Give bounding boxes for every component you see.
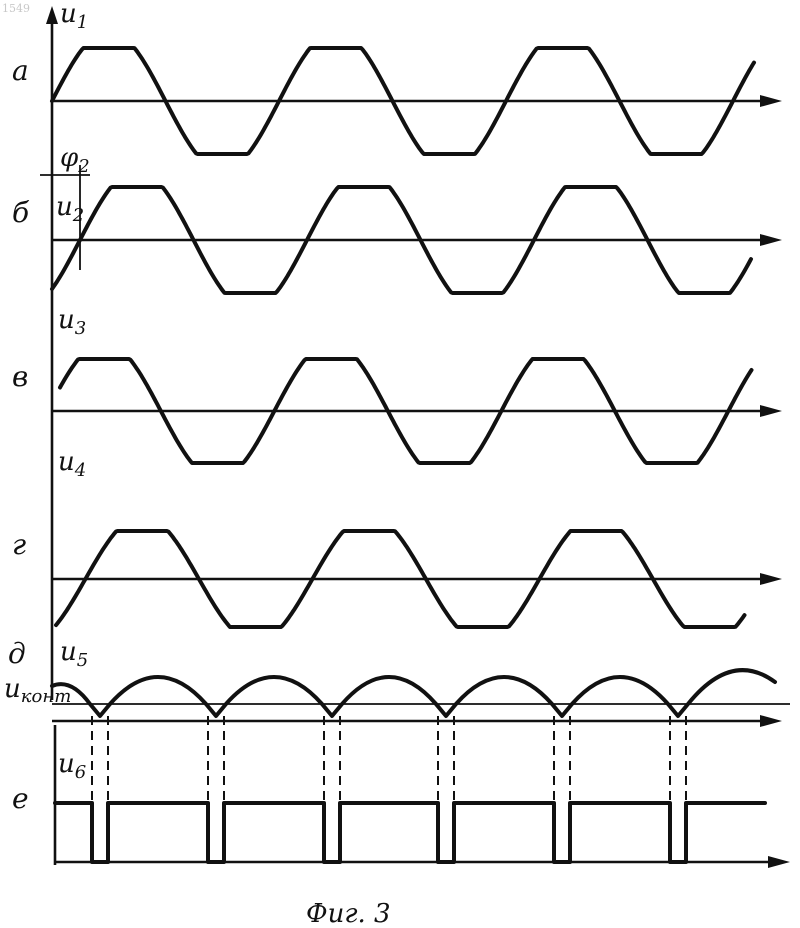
axis-row-a-arrow	[760, 95, 782, 107]
axis-row-g-arrow	[760, 573, 782, 585]
signal-label-u5: u5	[60, 637, 88, 671]
figure-caption: Фиг. 3	[306, 899, 391, 928]
threshold-label: uконт	[4, 674, 71, 707]
waveform-layer	[52, 48, 790, 868]
phase-label-phi2: φ2	[60, 143, 90, 177]
row-letter-a: а	[12, 54, 29, 87]
vertical-axis-arrow	[46, 6, 58, 24]
row-letter-v: в	[12, 360, 28, 393]
signal-label-u6: u6	[58, 749, 86, 783]
waveform-u6	[55, 803, 765, 862]
axis-row-d-arrow	[760, 715, 782, 727]
row-letter-d: д	[8, 637, 26, 670]
waveform-u5	[52, 670, 775, 716]
axis-row-b-arrow	[760, 234, 782, 246]
document-number: 1549	[2, 2, 30, 15]
row-letter-g: г	[12, 528, 26, 561]
row-letter-b: б	[12, 196, 30, 229]
signal-label-u1: u1	[60, 0, 88, 33]
signal-label-u4: u4	[58, 447, 86, 481]
signal-label-u3: u3	[58, 305, 86, 339]
axis-row-e-arrow	[768, 856, 790, 868]
row-letter-e: е	[12, 782, 29, 815]
axis-row-v-arrow	[760, 405, 782, 417]
